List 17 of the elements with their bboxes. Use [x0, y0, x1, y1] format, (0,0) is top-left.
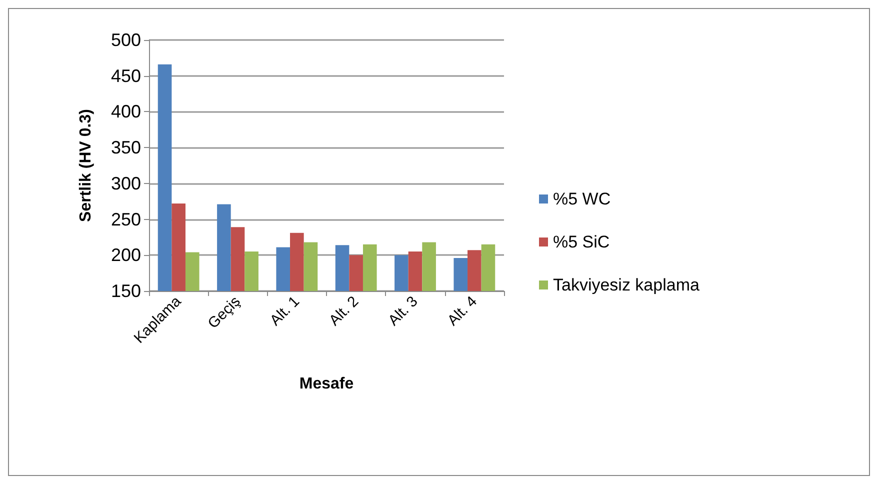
- y-tick-label: 250: [110, 209, 141, 230]
- legend-label: Takviyesiz kaplama: [553, 276, 700, 294]
- y-tick-label: 300: [110, 173, 141, 194]
- x-tick-label: Alt. 2: [326, 292, 362, 330]
- legend-label: %5 WC: [553, 190, 611, 208]
- x-tick-label: Alt. 3: [385, 292, 422, 330]
- y-tick-label: 450: [110, 66, 141, 86]
- y-axis-title: Sertlik (HV 0.3): [78, 109, 94, 222]
- x-tick-label: Alt. 4: [444, 292, 480, 330]
- y-tick-label: 350: [110, 138, 141, 158]
- y-tick-label: 200: [110, 245, 141, 266]
- y-tick-label: 150: [110, 281, 141, 301]
- y-tick-label: 500: [110, 30, 141, 50]
- legend-label: %5 SiC: [553, 232, 610, 252]
- x-tick-label: Alt. 1: [266, 292, 303, 330]
- x-axis-title: Mesafe: [299, 376, 354, 392]
- y-tick-label: 400: [110, 102, 141, 122]
